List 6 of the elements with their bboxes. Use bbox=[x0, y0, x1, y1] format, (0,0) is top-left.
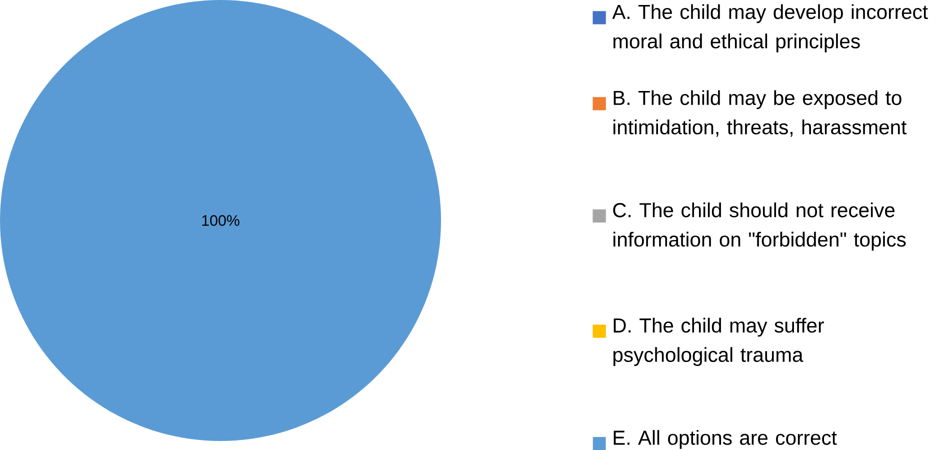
legend-label: B. The child may be exposed to intimidation, threats, harassment bbox=[614, 90, 907, 137]
legend-label: E. All options are correct bbox=[614, 430, 837, 449]
legend-label: D. The child may suffer psychological trauma bbox=[613, 318, 824, 366]
legend-label: C. The child should not receive information on "forbidden" topics bbox=[613, 202, 906, 251]
legend-label: A. The child may develop incorrect moral and ethical principles bbox=[612, 4, 928, 52]
data-label: 100% bbox=[202, 215, 240, 226]
